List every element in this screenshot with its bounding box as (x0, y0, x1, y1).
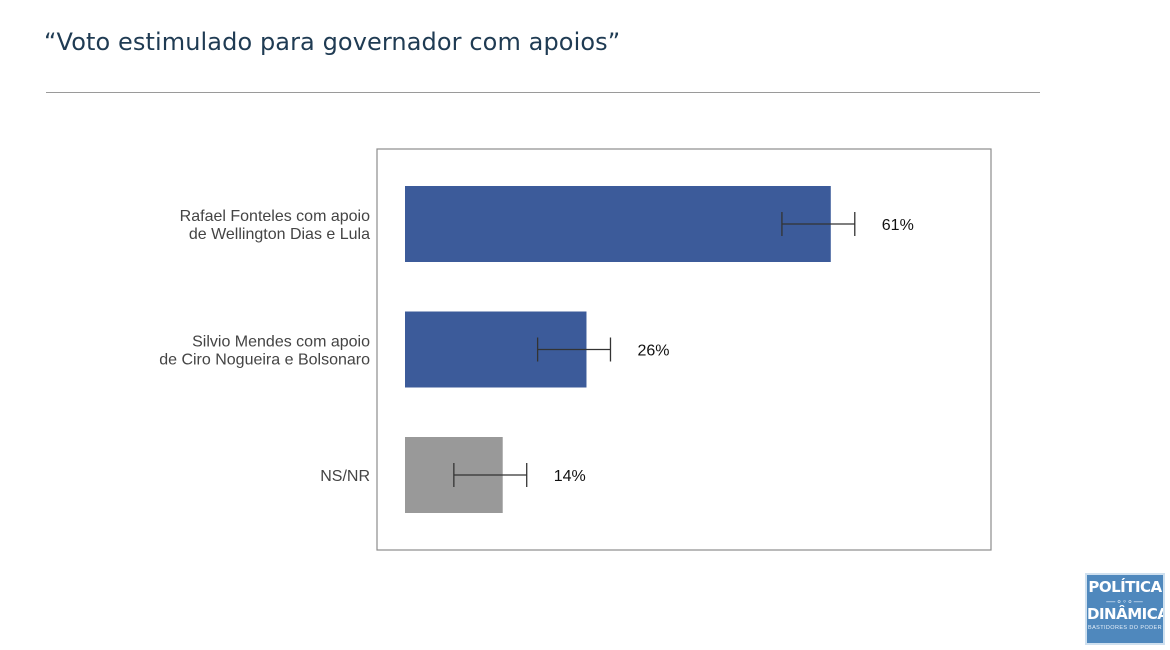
category-label-0-line-1: de Wellington Dias e Lula (189, 226, 370, 243)
category-label-2-line-0: NS/NR (320, 468, 370, 485)
category-label-1-line-0: Silvio Mendes com apoio (192, 334, 370, 351)
title-divider (46, 92, 1040, 93)
politica-dinamica-logo: POLÍTICA —∘◦∘— DINÂMICA BASTIDORES DO PO… (1085, 573, 1165, 645)
logo-divider: —∘◦∘— (1106, 596, 1144, 606)
value-label-0: 61% (882, 217, 914, 234)
slide-title: “Voto estimulado para governador com apo… (44, 28, 621, 56)
logo-word-bottom: DINÂMICA (1087, 605, 1165, 623)
plot-frame (376, 148, 992, 551)
value-label-2: 14% (554, 468, 586, 485)
category-label-1-line-1: de Ciro Nogueira e Bolsonaro (159, 352, 370, 369)
logo-word-top: POLÍTICA (1088, 578, 1162, 596)
bar-0 (405, 186, 831, 262)
value-label-1: 26% (637, 343, 669, 360)
logo-tagline: BASTIDORES DO PODER (1088, 625, 1162, 631)
category-label-0-line-0: Rafael Fonteles com apoio (180, 208, 370, 225)
